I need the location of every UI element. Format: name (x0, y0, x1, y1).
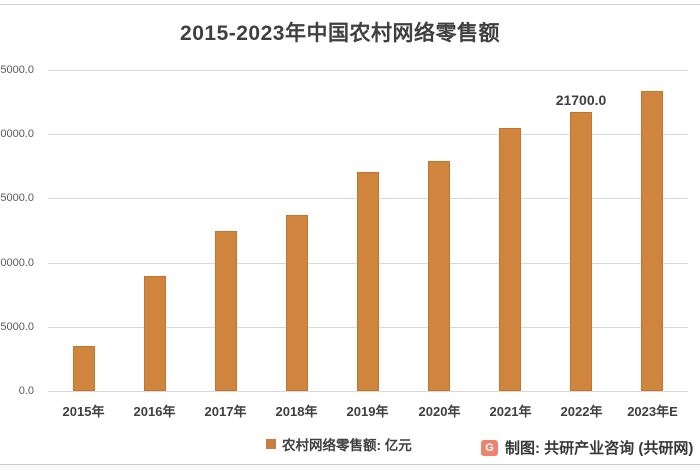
x-tick-label: 2015年 (62, 404, 105, 419)
y-tick-label: 10000.0 (0, 257, 34, 269)
x-tick-label: 2021年 (489, 404, 532, 419)
bottom-border-line (0, 464, 700, 465)
x-tick-label: 2016年 (133, 404, 176, 419)
x-tick-label: 2018年 (275, 404, 318, 419)
bar-data-label: 21700.0 (555, 92, 607, 108)
gridline (48, 134, 688, 135)
y-tick-label: 20000.0 (0, 128, 34, 140)
top-border-line (0, 4, 700, 5)
bar-2023E (641, 91, 663, 391)
bar-2018 (286, 215, 308, 391)
bar-2020 (428, 161, 450, 391)
y-tick-label: 5000.0 (0, 321, 34, 333)
legend: 农村网络零售额: 亿元 (266, 434, 412, 454)
credit-text: 制图: 共研产业咨询 (共研网) (505, 440, 694, 457)
bar-2022 (570, 112, 592, 391)
chart-title: 2015-2023年中国农村网络零售额 (180, 22, 500, 45)
gridline (48, 70, 688, 71)
x-tick-label: 2019年 (346, 404, 389, 419)
y-tick-label: 15000.0 (0, 192, 34, 204)
bar-2015 (73, 346, 95, 391)
below-strip (0, 465, 700, 470)
bar-2019 (357, 172, 379, 391)
x-tick-label: 2017年 (204, 404, 247, 419)
bar-2017 (215, 231, 237, 391)
legend-label: 农村网络零售额: 亿元 (282, 438, 412, 453)
x-tick-label: 2022年 (560, 404, 603, 419)
y-tick-label: 0.0 (18, 385, 34, 397)
gridline (48, 391, 688, 392)
bar-2016 (144, 276, 166, 391)
gongyan-logo-icon: G (481, 439, 498, 456)
x-tick-label: 2023年E (627, 404, 678, 419)
x-tick-label: 2020年 (418, 404, 461, 419)
credit: G 制图: 共研产业咨询 (共研网) (481, 437, 693, 458)
bar-2021 (499, 128, 521, 391)
legend-marker-icon (266, 439, 276, 449)
y-tick-label: 25000.0 (0, 64, 34, 76)
